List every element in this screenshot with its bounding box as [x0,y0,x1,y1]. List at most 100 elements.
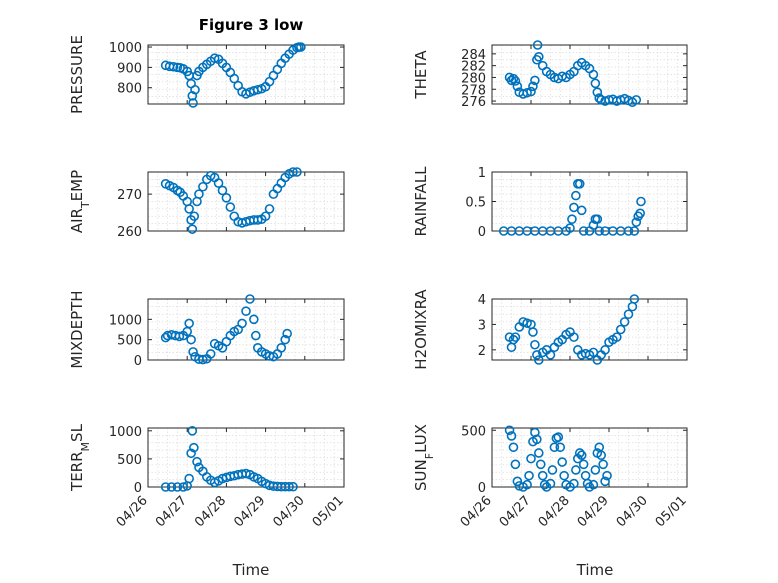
y-axis-label: SUNFLUX [412,424,436,491]
data-point [260,211,271,222]
data-point [288,481,298,492]
data-point [174,331,185,342]
data-point [565,223,575,233]
data-point [510,459,521,470]
data-point [178,482,189,492]
y-tick-label: 282 [461,60,486,75]
data-point [217,185,228,196]
data-point [221,193,232,203]
y-tick-label: 800 [117,82,142,97]
data-point [594,226,605,236]
data-point [251,330,261,341]
subplot-sun-flux: 0 500 04/26 04/27 04/28 04/29 04/30 05/01 SUNFLU… [412,424,690,530]
data-point [194,189,204,199]
y-axis-label: TERRMSL [68,423,92,492]
y-tick-label: 500 [117,334,142,349]
data-point [280,334,291,345]
data-point [189,442,199,453]
data-point [510,76,521,86]
x-tick-label: 04/27 [153,493,190,530]
data-point [598,459,608,470]
data-point [229,73,240,84]
data-point [569,332,579,342]
data-point [188,347,198,357]
x-tick-label: 04/30 [271,493,308,530]
data-point [198,354,208,365]
x-tick-label: 04/26 [458,493,495,530]
data-point [615,324,626,335]
data-point [533,355,544,365]
data-point [192,456,202,467]
data-point [184,473,194,484]
data-point [241,468,251,479]
y-tick-label: 276 [461,95,486,110]
data-point [284,481,294,492]
data-point [530,75,540,86]
data-point [611,332,622,342]
data-point [559,470,569,481]
data-point [623,226,634,236]
data-point [533,448,544,458]
data-point [508,442,519,453]
y-tick-label: 900 [117,61,142,76]
data-point [296,42,306,52]
data-point [631,217,642,227]
data-point [276,342,287,353]
y-tick-label: 500 [461,424,486,439]
y-axis-label: RAINFALL [412,166,430,237]
data-point [506,75,517,86]
data-point [528,81,538,92]
data-point [213,178,224,188]
data-point [526,453,536,464]
data-point [588,479,599,490]
data-point [592,87,603,97]
y-tick-label: 260 [117,225,142,240]
data-point [569,478,579,489]
x-tick-label: 04/26 [114,493,151,530]
data-point [574,179,585,189]
data-point [160,482,171,492]
data-point [629,226,640,236]
x-axis-label-right: Time [576,561,614,579]
data-point [600,345,610,355]
x-tick-label: 04/29 [231,493,268,530]
y-axis-label: THETA [412,50,430,100]
x-tick-label: 04/28 [536,493,573,530]
y-tick-label: 284 [461,48,486,63]
data-point [187,426,198,436]
y-tick-label: 0 [134,354,142,369]
y-tick-label: 2 [478,344,486,359]
y-tick-label: 270 [117,188,142,203]
data-point [198,181,208,192]
data-point [576,205,587,216]
data-point [567,214,577,224]
data-point [506,431,517,441]
data-point [209,53,220,64]
data-point [237,318,247,329]
y-tick-label: 0 [134,481,142,496]
y-axis-label: PRESSURE [68,35,86,114]
axes-box [491,44,688,105]
data-point [528,327,538,337]
data-point [282,328,292,339]
y-tick-label: 278 [461,83,486,98]
y-tick-label: 280 [461,71,486,86]
data-point [245,294,255,304]
axes-box [147,171,345,232]
subplot-mixdepth: 0 500 1000 MIXDEPTH [68,290,345,369]
data-point [172,482,183,492]
y-tick-label: 3 [478,318,486,333]
y-tick-label: 1000 [109,425,142,440]
subplot-air-temp: 260 270 AIRTEMP [68,167,345,240]
data-point [168,61,179,72]
data-point [557,457,568,467]
data-point [569,202,579,213]
x-tick-label: 04/30 [614,493,651,530]
data-point [288,167,298,177]
data-point [571,465,581,475]
data-point [187,224,198,234]
data-point [590,78,601,89]
data-point [252,84,263,95]
data-point [578,459,589,470]
data-point [530,339,540,350]
